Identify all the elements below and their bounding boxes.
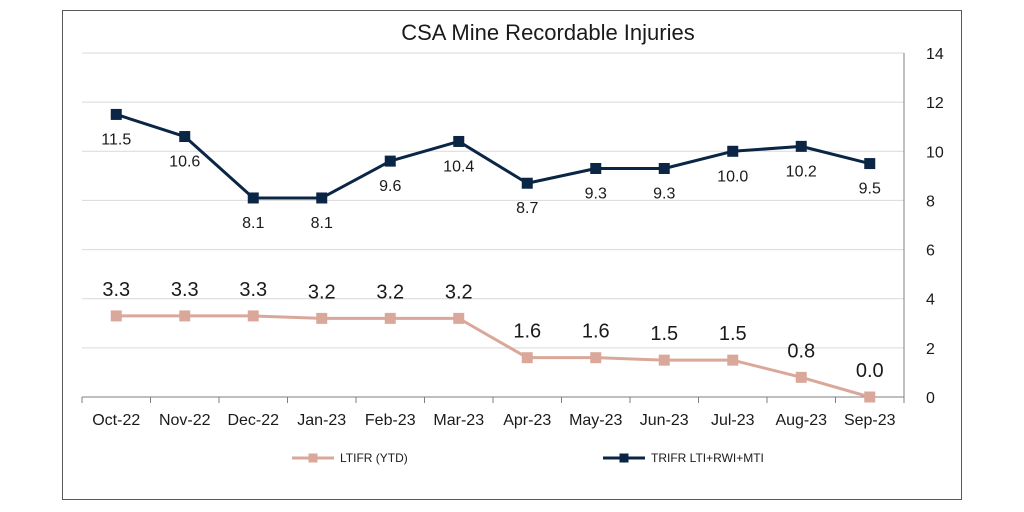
data-label-trifr: 10.0 <box>717 168 748 185</box>
series-line-0 <box>116 314 871 399</box>
data-point-0 <box>590 352 602 364</box>
data-point-1 <box>247 192 259 204</box>
data-label-trifr: 9.5 <box>859 181 881 198</box>
data-point-0 <box>247 310 259 322</box>
data-point-0 <box>110 310 122 322</box>
x-tick-label-may-23: May-23 <box>569 412 622 429</box>
series-line-1 <box>115 113 871 200</box>
legend-label-1: TRIFR LTI+RWI+MTI <box>651 451 764 465</box>
data-point-1 <box>590 162 602 174</box>
data-label-ltifr: 3.3 <box>171 279 199 301</box>
data-point-1 <box>179 131 191 143</box>
data-labels: 3.3 3.3 3.3 3.2 3.2 3.2 1.6 1.6 1.5 1.5 0.8 0.0 11.5… <box>101 131 883 382</box>
data-point-0 <box>453 312 465 324</box>
data-label-ltifr: 3.2 <box>308 281 336 303</box>
data-point-1 <box>384 155 396 167</box>
legend: LTIFR (YTD) TRIFR LTI+RWI+MTI <box>292 451 764 465</box>
data-label-trifr: 8.7 <box>516 200 538 217</box>
data-label-trifr: 9.6 <box>379 178 401 195</box>
data-label-ltifr: 3.2 <box>445 281 473 303</box>
data-label-trifr: 10.4 <box>443 158 474 175</box>
data-label-ltifr: 1.6 <box>513 321 541 343</box>
data-point-1 <box>795 140 807 152</box>
data-point-0 <box>727 354 739 366</box>
data-label-trifr: 10.6 <box>169 154 200 171</box>
legend-label-0: LTIFR (YTD) <box>340 451 408 465</box>
data-point-0 <box>384 312 396 324</box>
data-label-trifr: 8.1 <box>242 215 264 232</box>
y-tick-label-12: 12 <box>926 95 944 112</box>
x-tick-label-nov-22: Nov-22 <box>159 412 211 429</box>
data-label-ltifr: 1.5 <box>719 323 747 345</box>
chart-title: CSA Mine Recordable Injuries <box>401 20 694 45</box>
data-point-0 <box>864 391 876 403</box>
data-point-0 <box>521 352 533 364</box>
y-tick-label-14: 14 <box>926 46 944 63</box>
data-point-1 <box>727 145 739 157</box>
legend-marker-1 <box>619 453 629 463</box>
data-point-0 <box>316 312 328 324</box>
x-tick-label-apr-23: Apr-23 <box>503 412 551 429</box>
x-tick-label-mar-23: Mar-23 <box>433 412 484 429</box>
data-label-ltifr: 3.2 <box>376 281 404 303</box>
y-tick-label-8: 8 <box>926 193 935 210</box>
data-point-1 <box>316 192 328 204</box>
axes: 0 2 4 6 8 10 12 14 Oct-22 Nov-22 Dec-22 Jan-23 Feb-2… <box>81 46 944 429</box>
data-point-1 <box>864 158 876 170</box>
x-tick-label-jun-23: Jun-23 <box>640 412 689 429</box>
data-label-trifr: 8.1 <box>311 215 333 232</box>
data-point-1 <box>658 162 670 174</box>
data-point-1 <box>453 135 465 147</box>
x-tick-label-jul-23: Jul-23 <box>711 412 755 429</box>
data-label-trifr: 9.3 <box>653 185 675 202</box>
y-tick-label-10: 10 <box>926 144 944 161</box>
y-tick-label-2: 2 <box>926 341 935 358</box>
y-tick-label-0: 0 <box>926 390 935 407</box>
data-point-1 <box>521 177 533 189</box>
data-point-1 <box>110 108 122 120</box>
chart-frame <box>62 10 962 500</box>
data-label-ltifr: 3.3 <box>239 279 267 301</box>
data-label-ltifr: 0.8 <box>787 340 815 362</box>
x-tick-label-dec-22: Dec-22 <box>227 412 279 429</box>
data-point-0 <box>179 310 191 322</box>
data-label-trifr: 9.3 <box>585 185 607 202</box>
data-label-trifr: 10.2 <box>786 163 817 180</box>
gridlines <box>82 52 904 349</box>
x-tick-label-sep-23: Sep-23 <box>844 412 896 429</box>
data-point-0 <box>658 354 670 366</box>
x-tick-label-jan-23: Jan-23 <box>297 412 346 429</box>
x-tick-label-oct-22: Oct-22 <box>92 412 140 429</box>
legend-marker-0 <box>308 453 318 463</box>
data-label-ltifr: 3.3 <box>102 279 130 301</box>
data-label-ltifr: 0.0 <box>856 360 884 382</box>
data-label-ltifr: 1.6 <box>582 321 610 343</box>
series-layer <box>110 108 876 403</box>
y-tick-label-6: 6 <box>926 243 935 260</box>
x-tick-label-feb-23: Feb-23 <box>365 412 416 429</box>
x-tick-label-aug-23: Aug-23 <box>775 412 827 429</box>
data-label-trifr: 11.5 <box>101 131 131 148</box>
data-point-0 <box>795 371 807 383</box>
data-label-ltifr: 1.5 <box>650 323 678 345</box>
y-tick-label-4: 4 <box>926 292 935 309</box>
